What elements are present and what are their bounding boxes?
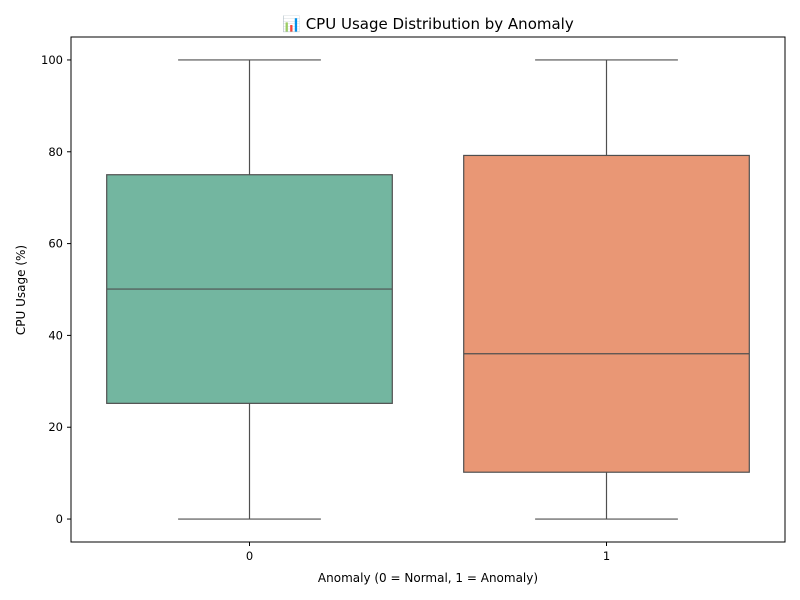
y-tick-label-0: 0 xyxy=(56,512,63,526)
x-tick-label-1: 1 xyxy=(603,549,610,563)
y-tick-label-80: 80 xyxy=(48,145,63,159)
x-tick-label-0: 0 xyxy=(246,549,253,563)
y-tick-label-100: 100 xyxy=(41,53,63,67)
chart-title: 📊 CPU Usage Distribution by Anomaly xyxy=(282,15,574,33)
y-tick-label-60: 60 xyxy=(48,237,63,251)
box-1 xyxy=(463,154,750,473)
x-axis-label: Anomaly (0 = Normal, 1 = Anomaly) xyxy=(318,571,538,585)
plot-frame xyxy=(70,36,786,543)
y-axis-label: CPU Usage (%) xyxy=(14,245,28,335)
y-tick-label-20: 20 xyxy=(48,420,63,434)
y-tick-label-40: 40 xyxy=(48,328,63,342)
